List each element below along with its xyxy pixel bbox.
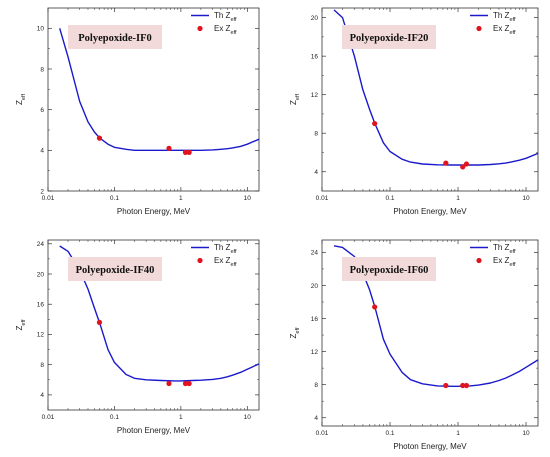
x-tick-label: 0.01 <box>42 195 55 202</box>
data-point-ex-zeff <box>463 161 470 167</box>
legend-label: Th Zeff <box>493 243 516 255</box>
data-point-ex-zeff <box>463 382 470 389</box>
sample-label-box <box>68 25 162 49</box>
y-tick-label: 8 <box>40 362 44 369</box>
x-tick-label: 1 <box>179 414 183 421</box>
x-tick-label: 0.1 <box>385 195 394 202</box>
plot-frame <box>47 239 260 411</box>
x-tick-label: 1 <box>456 430 460 437</box>
y-tick-label: 8 <box>314 382 318 389</box>
x-axis-title: Photon Energy, MeV <box>393 442 467 451</box>
legend-label: Ex Zeff <box>493 24 516 36</box>
legend-label: Ex Zeff <box>214 256 237 268</box>
plot-frame <box>321 239 539 427</box>
legend-dot-swatch <box>476 25 482 32</box>
y-tick-label: 16 <box>311 316 319 323</box>
sample-label: Polyepoxide-IF40 <box>76 265 155 276</box>
chart-panel-3: 0.01 0.1 1 10 4 8 12 16 20 24 Photon Energy, MeV Ze… <box>15 239 260 435</box>
y-tick-label: 10 <box>37 26 45 33</box>
data-point-ex-zeff <box>186 380 192 387</box>
x-tick-label: 10 <box>244 414 252 421</box>
x-axis-title: Photon Energy, MeV <box>393 207 467 216</box>
sample-label-box <box>342 257 436 281</box>
y-tick-label: 12 <box>311 92 319 99</box>
data-point-ex-zeff <box>166 380 172 387</box>
series-line-th-zeff <box>59 28 260 151</box>
legend-label: Ex Zeff <box>214 24 237 36</box>
x-tick-label: 0.01 <box>316 195 329 202</box>
y-axis-title: Zeff <box>15 94 27 105</box>
sample-label: Polyepoxide-IF60 <box>350 265 429 276</box>
data-point-ex-zeff <box>443 382 449 389</box>
sample-label-box <box>342 25 436 49</box>
data-point-ex-zeff <box>166 145 172 151</box>
y-tick-label: 4 <box>314 415 318 422</box>
data-point-ex-zeff <box>182 380 189 387</box>
y-tick-label: 20 <box>37 271 45 278</box>
plot-frame <box>47 7 260 192</box>
x-tick-label: 0.1 <box>385 430 394 437</box>
x-tick-label: 0.1 <box>110 414 119 421</box>
y-tick-label: 4 <box>40 392 44 399</box>
series-line-th-zeff <box>333 245 539 387</box>
plot-frame <box>321 7 539 192</box>
chart-panel-1: 0.01 0.1 1 10 2 4 6 8 10 Photon Energy, MeV Zeff Th… <box>15 7 260 216</box>
sample-label: Polyepoxide-IF20 <box>350 33 429 44</box>
legend-label: Th Zeff <box>214 11 237 23</box>
y-tick-label: 12 <box>37 332 45 339</box>
y-tick-label: 4 <box>314 169 318 176</box>
y-tick-label: 16 <box>37 302 45 309</box>
data-point-ex-zeff <box>186 149 192 155</box>
y-tick-label: 2 <box>40 188 44 195</box>
legend-label: Th Zeff <box>493 11 516 23</box>
series-line-th-zeff <box>59 245 260 382</box>
y-axis-title: Zeff <box>15 319 27 330</box>
data-point-ex-zeff <box>182 149 189 155</box>
y-tick-label: 12 <box>311 349 319 356</box>
legend-label: Ex Zeff <box>493 256 516 268</box>
y-tick-label: 4 <box>40 148 44 155</box>
chart-panel-2: 0.01 0.1 1 10 4 8 12 16 20 Photon Energy, MeV Zeff… <box>289 7 539 216</box>
x-axis-title: Photon Energy, MeV <box>117 207 191 216</box>
legend-dot-swatch <box>197 25 203 32</box>
y-tick-label: 8 <box>314 131 318 138</box>
x-tick-label: 10 <box>522 195 530 202</box>
data-point-ex-zeff <box>460 382 466 389</box>
data-point-ex-zeff <box>96 135 103 141</box>
chart-panel-4: 0.01 0.1 1 10 4 8 12 16 20 24 Photon Energy, MeV Ze… <box>289 239 539 451</box>
data-point-ex-zeff <box>443 160 449 166</box>
series-line-th-zeff <box>333 9 539 166</box>
sample-label: Polyepoxide-IF0 <box>78 33 152 44</box>
x-axis-title: Photon Energy, MeV <box>117 426 191 435</box>
y-tick-label: 24 <box>37 241 45 248</box>
y-tick-label: 8 <box>40 66 44 73</box>
y-axis-title: Zeff <box>289 327 301 338</box>
x-tick-label: 0.1 <box>110 195 119 202</box>
y-tick-label: 6 <box>40 107 44 114</box>
y-axis-title: Zeff <box>289 94 301 105</box>
data-point-ex-zeff <box>96 319 103 325</box>
legend-label: Th Zeff <box>214 243 237 255</box>
data-point-ex-zeff <box>372 120 378 127</box>
legend-dot-swatch <box>476 257 482 264</box>
x-tick-label: 1 <box>456 195 460 202</box>
y-tick-label: 20 <box>311 15 319 22</box>
y-tick-label: 24 <box>311 250 319 257</box>
x-tick-label: 1 <box>179 195 183 202</box>
x-tick-label: 10 <box>244 195 252 202</box>
x-tick-label: 0.01 <box>316 430 329 437</box>
data-point-ex-zeff <box>372 304 378 310</box>
y-tick-label: 16 <box>311 53 319 60</box>
x-tick-label: 0.01 <box>42 414 55 421</box>
sample-label-box <box>68 257 162 281</box>
data-point-ex-zeff <box>460 164 466 170</box>
x-tick-label: 10 <box>522 430 530 437</box>
y-tick-label: 20 <box>311 283 319 290</box>
legend-dot-swatch <box>197 257 203 264</box>
